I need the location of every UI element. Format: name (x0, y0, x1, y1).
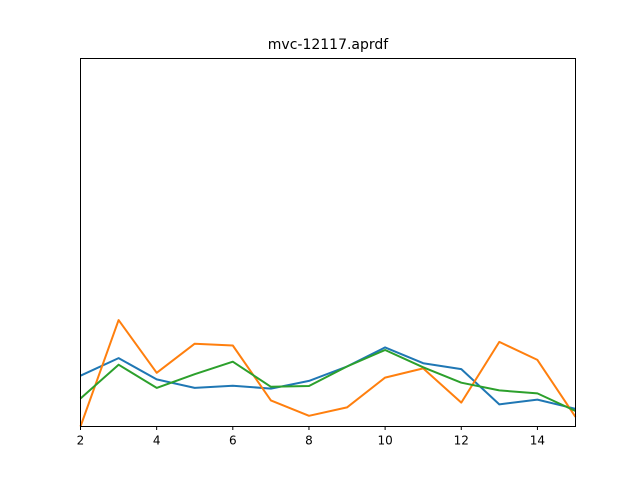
x-tick-label: 8 (305, 434, 313, 448)
x-tick-label: 4 (153, 434, 161, 448)
x-tick-label: 12 (454, 434, 469, 448)
plot-frame (80, 58, 576, 427)
series-layer (79, 319, 577, 427)
series-line-1 (80, 346, 576, 410)
series-line-3 (79, 349, 576, 412)
chart-title: mvc-12117.aprdf (268, 37, 390, 53)
series-line-2 (79, 319, 577, 427)
x-axis: 2 4 6 8 10 12 14 (77, 426, 545, 448)
x-tick-label: 14 (530, 434, 545, 448)
x-tick-label: 10 (377, 434, 392, 448)
x-tick-label: 2 (77, 434, 85, 448)
x-tick-label: 6 (229, 434, 237, 448)
